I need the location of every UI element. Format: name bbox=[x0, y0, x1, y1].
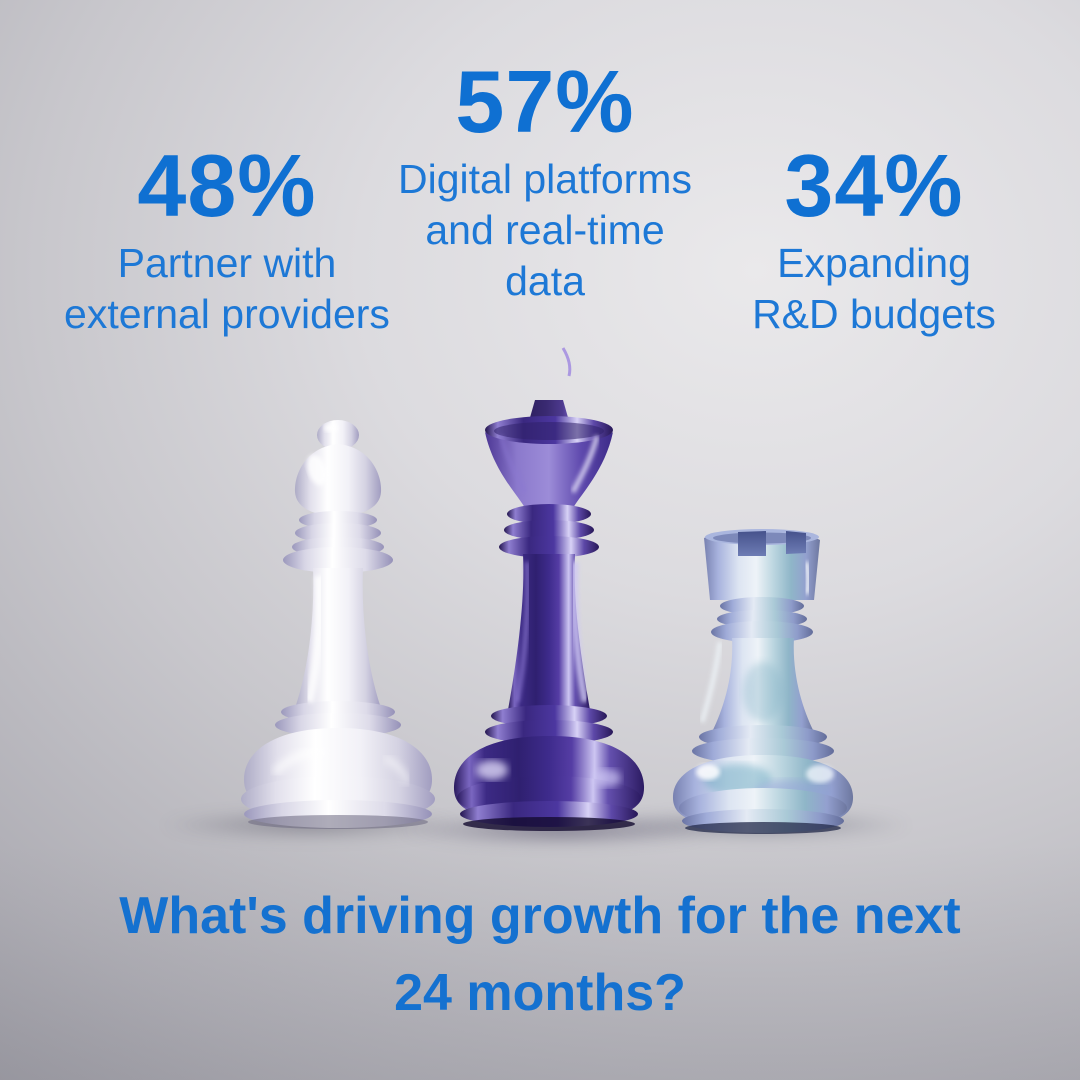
rook-chess-piece-icon bbox=[672, 529, 854, 834]
bishop-chess-piece-icon bbox=[241, 420, 435, 829]
stat-value-57: 57% bbox=[455, 52, 635, 151]
stat-value-34: 34% bbox=[784, 136, 964, 235]
stat-label-line: Partner with bbox=[117, 240, 337, 286]
stat-label-line: external providers bbox=[64, 291, 390, 337]
king-chess-piece-icon bbox=[453, 338, 645, 831]
stat-partner-external-providers: 48% Partner with external providers bbox=[22, 142, 432, 340]
stat-label-line: data bbox=[505, 258, 585, 304]
stat-rd-budgets: 34% Expanding R&D budgets bbox=[668, 142, 1080, 340]
stat-label-line: and real-time bbox=[425, 207, 665, 253]
stat-label-digital: Digital platforms and real-time data bbox=[342, 154, 748, 307]
stat-label-partner: Partner with external providers bbox=[22, 238, 432, 340]
headline-line: 24 months? bbox=[394, 964, 686, 1022]
headline: What's driving growth for the next 24 mo… bbox=[0, 878, 1080, 1032]
stat-label-rd: Expanding R&D budgets bbox=[668, 238, 1080, 340]
stat-value-48: 48% bbox=[137, 136, 317, 235]
stat-label-line: Expanding bbox=[777, 240, 971, 286]
stat-label-line: Digital platforms bbox=[398, 156, 692, 202]
headline-line: What's driving growth for the next bbox=[119, 887, 961, 945]
stat-digital-platforms: 57% Digital platforms and real-time data bbox=[342, 58, 748, 307]
stat-label-line: R&D budgets bbox=[752, 291, 996, 337]
